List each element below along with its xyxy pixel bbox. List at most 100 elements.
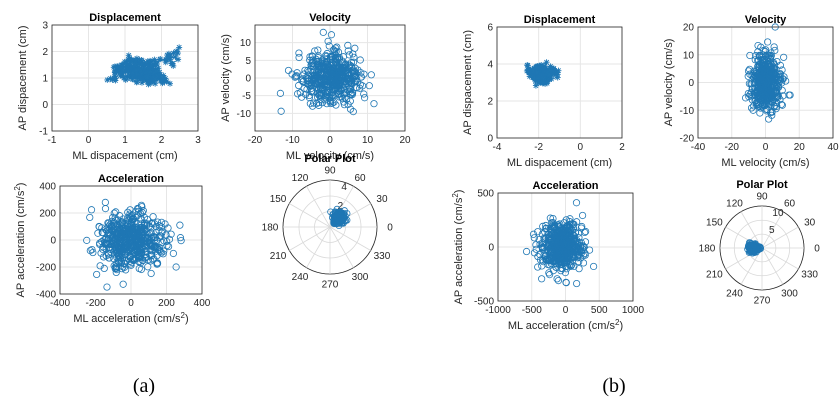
data-point bbox=[323, 87, 331, 95]
data-point bbox=[96, 262, 104, 270]
data-point bbox=[764, 67, 773, 75]
y-tick-label: 0 bbox=[50, 236, 56, 247]
polar-spoke bbox=[761, 211, 784, 249]
x-tick-label: -1 bbox=[48, 135, 57, 146]
polar-spoke bbox=[329, 226, 371, 251]
y-tick-label: 200 bbox=[39, 209, 56, 220]
x-tick-label: 1000 bbox=[622, 305, 645, 316]
data-point bbox=[560, 240, 568, 248]
data-point bbox=[137, 215, 145, 224]
data-point bbox=[150, 255, 158, 263]
data-point bbox=[303, 85, 311, 93]
y-tick-label: 0 bbox=[42, 100, 48, 111]
data-point bbox=[104, 231, 112, 239]
y-tick-label: 0 bbox=[487, 134, 493, 145]
data-point bbox=[757, 99, 765, 107]
data-point bbox=[561, 269, 570, 277]
data-point bbox=[295, 49, 303, 57]
data-point bbox=[760, 58, 768, 67]
data-point bbox=[129, 76, 136, 83]
data-point bbox=[323, 58, 331, 66]
data-point bbox=[110, 262, 118, 270]
data-point bbox=[370, 100, 378, 108]
data-point bbox=[112, 229, 121, 237]
data-point bbox=[163, 78, 170, 85]
data-point bbox=[169, 249, 177, 258]
data-point bbox=[575, 234, 583, 242]
data-point bbox=[532, 82, 539, 89]
polar-radial-label: 4 bbox=[341, 182, 347, 193]
data-point bbox=[569, 239, 578, 248]
data-point bbox=[126, 61, 133, 68]
a-displacement-chart: -1 0 1 2 3 -1 0 1 2 3 Displacement ML dispacement (… bbox=[17, 12, 201, 162]
data-point bbox=[128, 217, 136, 226]
data-point bbox=[138, 220, 146, 228]
data-point bbox=[121, 251, 129, 259]
data-point bbox=[568, 252, 577, 261]
data-point bbox=[127, 219, 135, 227]
data-point bbox=[148, 220, 157, 228]
axes-box bbox=[51, 24, 199, 132]
data-point bbox=[554, 277, 563, 285]
y-tick-label: 2 bbox=[487, 97, 493, 108]
y-axis-label: AP dispacement (cm) bbox=[17, 26, 29, 131]
data-point bbox=[292, 72, 301, 80]
data-point bbox=[172, 53, 179, 60]
y-tick-label: -5 bbox=[242, 91, 251, 102]
data-point bbox=[571, 242, 580, 250]
data-point bbox=[155, 222, 163, 230]
data-point bbox=[767, 70, 775, 79]
chart-title: Polar Plot bbox=[304, 153, 356, 165]
data-point bbox=[538, 275, 546, 283]
data-point bbox=[113, 253, 121, 261]
a-displacement-points bbox=[104, 44, 183, 88]
data-point bbox=[747, 104, 756, 112]
y-tick-label: 10 bbox=[240, 38, 252, 49]
data-point bbox=[770, 43, 778, 51]
data-point bbox=[537, 62, 544, 69]
data-point bbox=[310, 99, 318, 107]
data-point bbox=[348, 62, 356, 71]
data-point bbox=[120, 68, 127, 75]
data-point bbox=[544, 256, 553, 265]
data-point bbox=[121, 230, 129, 238]
data-point bbox=[300, 70, 308, 78]
data-point bbox=[779, 75, 787, 83]
data-point bbox=[126, 244, 134, 252]
data-point bbox=[776, 61, 785, 69]
data-point bbox=[155, 226, 163, 234]
data-point bbox=[360, 94, 369, 102]
data-point bbox=[529, 74, 536, 81]
data-point bbox=[313, 99, 321, 108]
data-point bbox=[530, 234, 538, 242]
data-point bbox=[564, 233, 572, 241]
polar-angle-label: 0 bbox=[814, 244, 820, 255]
data-point bbox=[106, 221, 114, 229]
data-point bbox=[149, 213, 157, 221]
data-point bbox=[336, 212, 344, 220]
data-point bbox=[337, 78, 345, 86]
data-point bbox=[768, 111, 776, 119]
y-axis-label: AP velocity (cm/s) bbox=[663, 39, 675, 127]
data-point bbox=[89, 248, 97, 257]
data-point bbox=[350, 67, 358, 75]
y-tick-label: -10 bbox=[680, 106, 695, 117]
data-point bbox=[314, 52, 322, 60]
polar-spoke bbox=[761, 247, 784, 285]
y-tick-label: 20 bbox=[683, 23, 695, 34]
data-point bbox=[126, 67, 133, 74]
data-point bbox=[284, 66, 293, 75]
data-point bbox=[301, 66, 309, 74]
data-point bbox=[546, 251, 554, 259]
chart-title: Velocity bbox=[309, 12, 351, 24]
a-polar-chart: 0 30 60 90 120 150 180 210 240 270 300 330 4 2 Polar P… bbox=[262, 153, 394, 291]
x-tick-label: -500 bbox=[522, 305, 542, 316]
data-point bbox=[540, 234, 548, 242]
data-point bbox=[154, 68, 161, 75]
data-point bbox=[312, 71, 320, 79]
data-point bbox=[138, 69, 145, 76]
x-tick-label: -200 bbox=[85, 298, 105, 309]
data-point bbox=[532, 241, 540, 249]
data-point bbox=[344, 41, 352, 49]
